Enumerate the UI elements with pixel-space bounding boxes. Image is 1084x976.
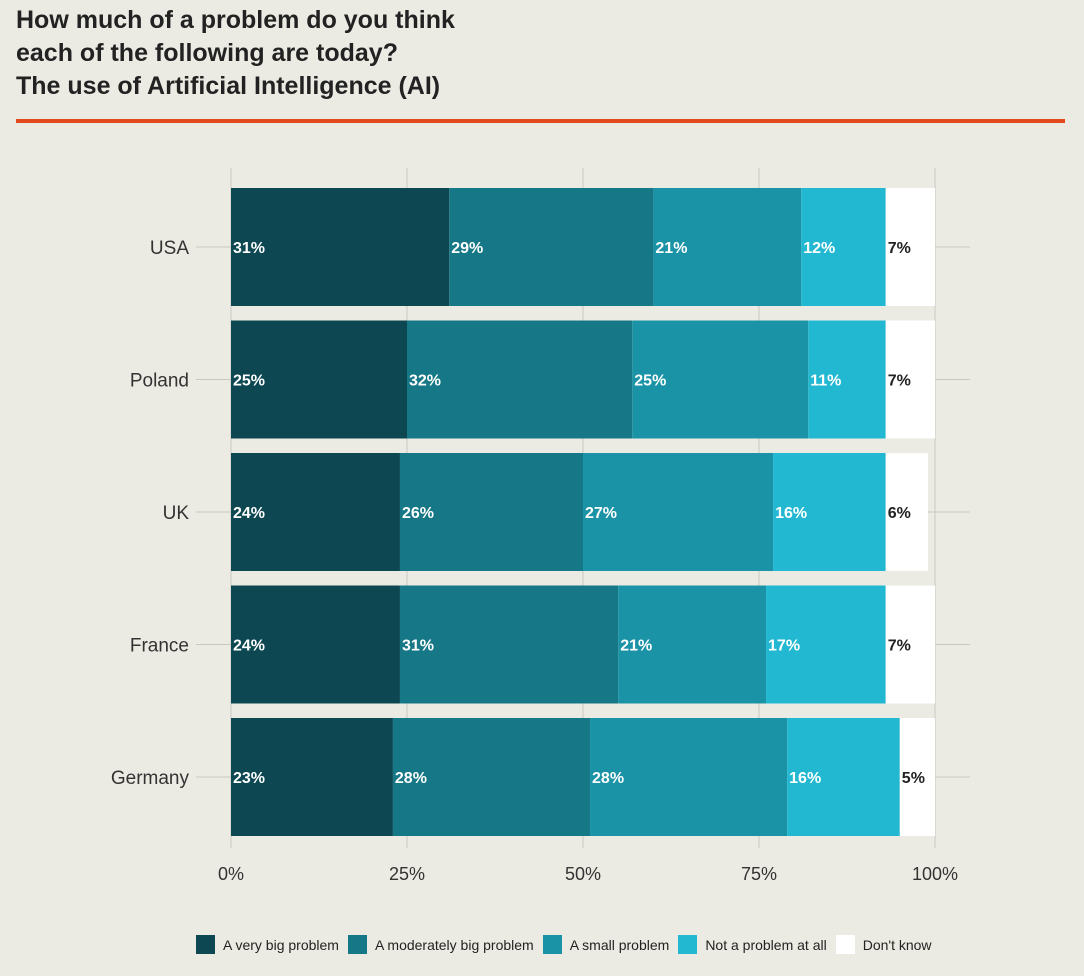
data-label-uk-1: 26% [402, 505, 434, 522]
bar-segment-france-1 [399, 585, 619, 704]
data-label-france-0: 24% [233, 638, 265, 655]
chart-legend: A very big problem A moderately big probl… [196, 935, 941, 954]
data-label-poland-0: 25% [233, 373, 265, 390]
data-label-poland-4: 7% [888, 373, 911, 390]
legend-item-1: A moderately big problem [347, 935, 534, 954]
legend-swatch-0 [196, 935, 215, 954]
legend-label-2: A small problem [569, 936, 670, 953]
legend-swatch-1 [347, 935, 367, 954]
data-label-uk-4: 6% [888, 505, 911, 522]
category-label-usa: USA [150, 238, 189, 259]
legend-item-3: Not a problem at all [678, 935, 827, 954]
legend-label-0: A very big problem [223, 936, 339, 953]
category-label-germany: Germany [111, 768, 190, 789]
x-tick-label-75: 75% [741, 864, 777, 884]
chart-title-line-3: The use of Artificial Intelligence (AI) [16, 72, 441, 100]
data-label-germany-0: 23% [233, 770, 265, 787]
data-label-usa-2: 21% [655, 240, 687, 257]
bar-segment-usa-0 [231, 188, 450, 306]
legend-label-1: A moderately big problem [374, 936, 534, 953]
data-label-france-4: 7% [888, 638, 911, 655]
data-label-germany-4: 5% [902, 770, 925, 787]
chart-title-line-1: How much of a problem do you think [16, 6, 455, 34]
data-label-france-1: 31% [402, 638, 434, 655]
legend-swatch-3 [678, 935, 698, 954]
bar-segment-france-4 [885, 585, 935, 704]
bar-segment-poland-1 [407, 320, 633, 439]
bar-segment-poland-2 [632, 320, 809, 439]
bar-segment-france-3 [766, 585, 886, 704]
category-label-uk: UK [163, 503, 190, 524]
data-label-poland-1: 32% [409, 373, 441, 390]
data-label-usa-0: 31% [233, 240, 265, 257]
legend-swatch-4 [835, 935, 855, 954]
legend-label-4: Don't know [862, 936, 932, 953]
bar-segment-usa-1 [449, 188, 654, 306]
x-tick-label-50: 50% [565, 864, 601, 884]
category-label-france: France [130, 636, 189, 657]
data-label-poland-2: 25% [634, 373, 666, 390]
x-tick-label-25: 25% [389, 864, 425, 884]
bar-segment-poland-3 [808, 320, 886, 439]
category-label-poland: Poland [130, 371, 189, 392]
title-divider [16, 119, 1065, 123]
bar-segment-germany-3 [787, 718, 900, 836]
bar-segment-usa-4 [885, 188, 935, 306]
data-label-poland-3: 11% [810, 373, 841, 390]
legend-swatch-2 [542, 935, 562, 954]
data-label-france-3: 17% [768, 638, 800, 655]
chart-title: How much of a problem do you think each … [16, 4, 455, 103]
data-label-uk-2: 27% [585, 505, 617, 522]
bar-segment-germany-4 [899, 718, 935, 836]
legend-label-3: Not a problem at all [705, 936, 827, 953]
bar-segment-uk-3 [773, 453, 886, 571]
x-tick-label-0: 0% [218, 864, 244, 884]
bar-segment-france-2 [618, 585, 767, 704]
data-label-germany-2: 28% [592, 770, 624, 787]
data-label-germany-1: 28% [395, 770, 427, 787]
bar-segment-france-0 [231, 585, 400, 704]
chart-title-line-2: each of the following are today? [16, 39, 398, 67]
bar-segment-uk-4 [885, 453, 928, 571]
bar-segment-germany-2 [590, 718, 788, 836]
bar-segment-uk-1 [399, 453, 583, 571]
data-label-uk-0: 24% [233, 505, 265, 522]
x-tick-label-100: 100% [912, 864, 958, 884]
legend-item-2: A small problem [542, 935, 670, 954]
bar-segment-uk-0 [231, 453, 400, 571]
bar-segment-germany-1 [392, 718, 591, 836]
bar-segment-poland-0 [231, 320, 407, 439]
data-label-usa-4: 7% [888, 240, 911, 257]
data-label-uk-3: 16% [775, 505, 807, 522]
data-label-usa-3: 12% [803, 240, 835, 257]
bar-segment-poland-4 [885, 320, 935, 439]
data-label-germany-3: 16% [789, 770, 821, 787]
bar-segment-germany-0 [231, 718, 393, 836]
bar-segment-usa-3 [801, 188, 886, 306]
bar-segment-uk-2 [583, 453, 774, 571]
data-label-france-2: 21% [620, 638, 652, 655]
legend-item-0: A very big problem [196, 935, 339, 954]
bar-segment-usa-2 [653, 188, 802, 306]
legend-item-4: Don't know [835, 935, 932, 954]
data-label-usa-1: 29% [451, 240, 483, 257]
